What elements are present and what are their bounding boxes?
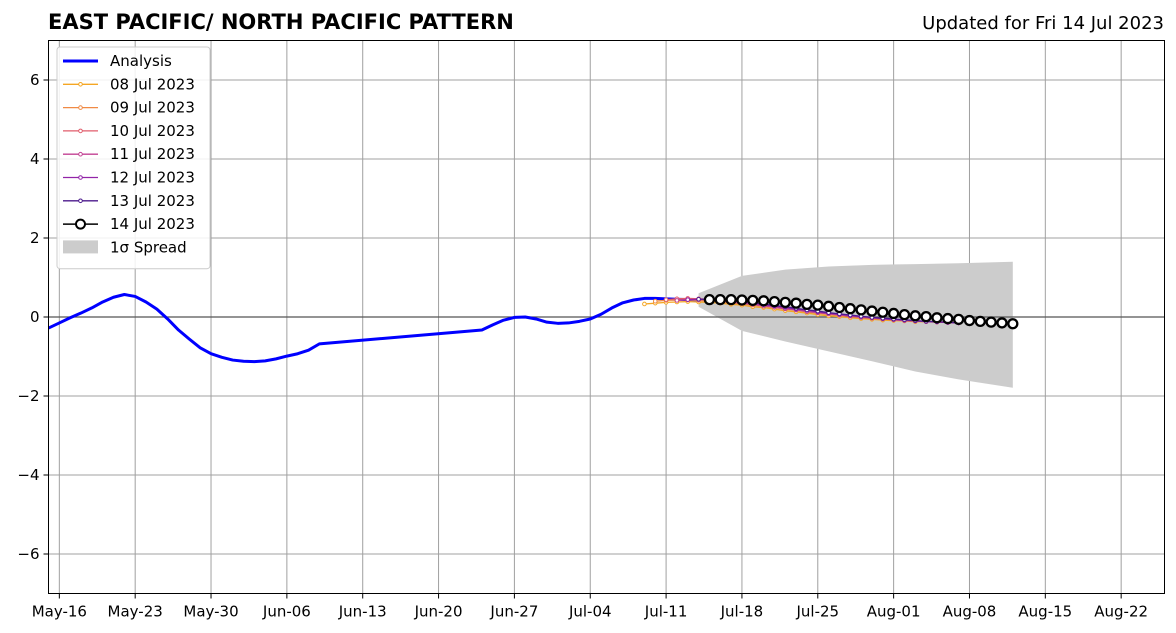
forecast-point: [725, 293, 737, 306]
legend-entry: 10 Jul 2023: [63, 122, 195, 140]
legend-label: 11 Jul 2023: [110, 145, 195, 163]
y-tick-label: −4: [17, 466, 39, 484]
legend-swatch-patch: [63, 240, 98, 254]
legend-label: 09 Jul 2023: [110, 99, 195, 117]
forecast-point: [674, 298, 680, 303]
forecast-point: [801, 298, 813, 311]
forecast-point: [747, 294, 759, 307]
x-tick-label: Jul-11: [644, 603, 688, 621]
forecast-point: [931, 312, 943, 324]
forecast-point: [703, 293, 716, 306]
y-tick-label: 0: [30, 308, 40, 326]
forecast-point: [996, 317, 1008, 329]
x-axis-ticks: May-16 May-23 May-30 Jun-06 Jun-13 Jun-20 Jun-…: [32, 593, 1148, 621]
x-tick-label: Aug-22: [1094, 603, 1148, 621]
forecast-point: [942, 312, 954, 325]
forecast-point: [812, 299, 824, 311]
forecast-point: [887, 307, 900, 320]
forecast-point: [866, 305, 878, 317]
legend-swatch-marker: [78, 105, 83, 110]
forecast-point: [652, 298, 658, 304]
y-axis-ticks: −6 −4 −2 0 2 4 6: [17, 71, 49, 563]
forecast-point: [855, 304, 867, 316]
forecast-point: [952, 313, 965, 326]
forecast-point: [974, 315, 986, 327]
series-layer: [47, 292, 1019, 364]
forecast-point: [985, 316, 997, 328]
y-tick-label: 6: [30, 71, 40, 89]
legend-label: 1σ Spread: [110, 238, 187, 256]
forecast-point: [642, 301, 647, 307]
chart-title: EAST PACIFIC/ NORTH PACIFIC PATTERN: [48, 10, 514, 34]
legend-entry: 09 Jul 2023: [63, 99, 195, 117]
legend-entry: 13 Jul 2023: [63, 192, 195, 210]
forecast-point: [696, 296, 701, 302]
legend-swatch-marker: [75, 218, 86, 230]
forecast-point: [736, 294, 748, 306]
spread-band: [698, 261, 1013, 388]
x-tick-label: May-30: [183, 603, 238, 621]
forecast-point: [685, 297, 691, 302]
legend-swatch-marker: [78, 82, 83, 87]
x-tick-label: Jul-18: [720, 603, 764, 621]
forecast-point: [757, 295, 770, 307]
forecast-point: [790, 297, 802, 309]
forecast-point: [1007, 318, 1019, 330]
spread-band-layer: [698, 261, 1013, 388]
legend-entry: 12 Jul 2023: [63, 169, 195, 187]
x-tick-label: Aug-08: [943, 603, 997, 621]
legend-label: 13 Jul 2023: [110, 192, 195, 210]
legend-label: Analysis: [110, 52, 172, 70]
x-tick-label: Jun-27: [489, 603, 538, 621]
forecast-point: [714, 293, 726, 306]
forecast-point: [822, 300, 835, 312]
chart-subtitle: Updated for Fri 14 Jul 2023: [922, 13, 1164, 34]
forecast-point: [779, 296, 791, 309]
x-tick-label: Aug-01: [867, 603, 921, 621]
legend-box: [56, 46, 211, 270]
forecast-point: [768, 295, 781, 308]
x-tick-label: Jun-13: [338, 603, 387, 621]
forecast-series: [703, 293, 1019, 330]
legend-label: 08 Jul 2023: [110, 75, 195, 93]
legend-entry: Analysis: [63, 52, 172, 70]
legend-swatch-marker: [78, 175, 83, 180]
x-tick-label: Aug-15: [1018, 603, 1072, 621]
x-tick-label: Jul-25: [795, 603, 839, 621]
x-tick-label: Jun-06: [262, 603, 311, 621]
legend-swatch-marker: [78, 198, 83, 204]
forecast-point: [920, 310, 932, 323]
y-tick-label: 2: [30, 229, 40, 247]
legend-swatch-marker: [78, 128, 83, 134]
legend-label: 10 Jul 2023: [110, 122, 195, 140]
y-tick-label: 4: [30, 150, 40, 168]
legend-label: 14 Jul 2023: [110, 215, 195, 233]
forecast-point: [877, 306, 889, 318]
x-tick-label: May-23: [108, 603, 163, 621]
legend-entry: 14 Jul 2023: [63, 215, 195, 233]
forecast-point: [909, 310, 921, 322]
analysis-line: [47, 292, 699, 364]
legend-swatch-marker: [78, 151, 83, 157]
legend-entry: 08 Jul 2023: [63, 75, 195, 93]
forecast-point: [963, 314, 976, 327]
legend-label: 12 Jul 2023: [110, 169, 195, 187]
y-tick-label: −6: [17, 545, 39, 563]
legend-entry: 11 Jul 2023: [63, 145, 195, 163]
forecast-point: [663, 297, 669, 302]
x-tick-label: Jun-20: [414, 603, 463, 621]
x-tick-label: Jul-04: [568, 603, 612, 621]
forecast-point: [898, 308, 911, 321]
forecast-point: [844, 303, 856, 315]
legend-entry: 1σ Spread: [63, 238, 187, 256]
x-tick-label: May-16: [32, 603, 87, 621]
forecast-point: [833, 301, 846, 314]
y-tick-label: −2: [17, 387, 39, 405]
legend: Analysis 08 Jul 2023 09 Jul 2023 10 Jul 202…: [56, 46, 211, 270]
